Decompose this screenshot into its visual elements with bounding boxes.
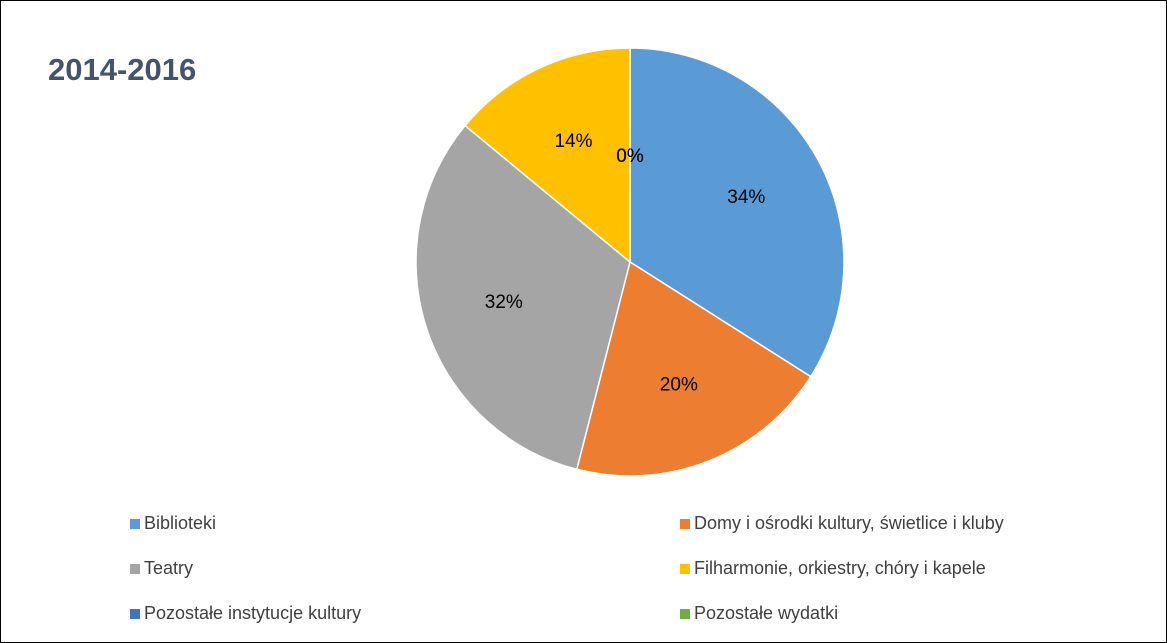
legend-swatch xyxy=(130,564,140,574)
legend-label: Teatry xyxy=(144,558,193,578)
legend-label: Domy i ośrodki kultury, świetlice i klub… xyxy=(694,513,1004,533)
legend-swatch xyxy=(680,519,690,529)
legend-label: Filharmonie, orkiestry, chóry i kapele xyxy=(694,558,986,578)
data-label: 14% xyxy=(554,131,592,152)
data-label: 34% xyxy=(727,187,765,208)
legend-swatch xyxy=(130,519,140,529)
pie-slice xyxy=(575,260,812,477)
data-label: 0% xyxy=(616,146,644,167)
legend-label: Biblioteki xyxy=(144,513,216,533)
legend-swatch xyxy=(680,564,690,574)
legend-label: Pozostałe instytucje kultury xyxy=(144,603,361,623)
pie-slice xyxy=(629,47,845,378)
pie-slice xyxy=(464,47,631,264)
data-label: 32% xyxy=(485,292,523,313)
data-label: 20% xyxy=(660,374,698,395)
pie-slice xyxy=(415,124,631,471)
legend-swatch xyxy=(130,609,140,619)
legend-swatch xyxy=(680,609,690,619)
data-label: 0% xyxy=(616,146,644,167)
legend-label: Pozostałe wydatki xyxy=(694,603,838,623)
chart-title: 2014-2016 xyxy=(48,52,196,87)
